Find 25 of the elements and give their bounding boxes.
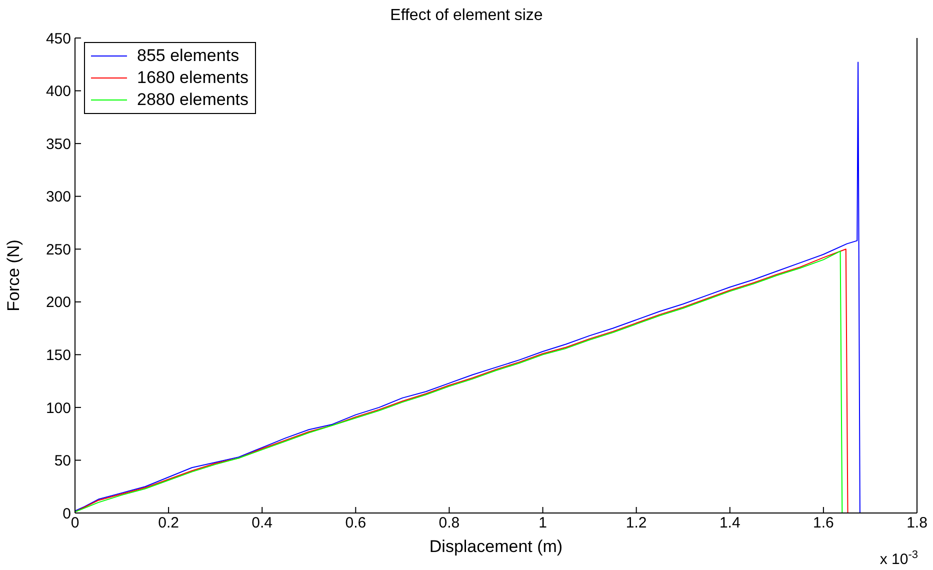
x-tick-label: 1.2	[626, 514, 647, 532]
y-tick-label: 50	[54, 452, 71, 470]
x-tick-label: 1.4	[719, 514, 740, 532]
x-tick-label: 1	[538, 514, 547, 532]
y-tick-label: 450	[46, 30, 71, 48]
x-axis-title: Displacement (m)	[429, 537, 563, 556]
y-tick-label: 200	[46, 294, 71, 312]
legend-label: 1680 elements	[137, 68, 249, 88]
y-tick-label: 250	[46, 241, 71, 258]
legend-label: 855 elements	[137, 46, 240, 66]
x-tick-label: 1.6	[813, 514, 834, 532]
y-tick-label: 400	[46, 83, 71, 100]
x-tick-label: 0.6	[345, 514, 366, 532]
x-tick-label: 0.8	[438, 514, 460, 532]
y-tick-label: 150	[46, 346, 71, 364]
x-tick-label: 0.4	[252, 514, 273, 532]
chart-title: Effect of element size	[390, 7, 543, 24]
text: x 10$^{-3}$	[880, 549, 918, 568]
legend-label: 2880 elements	[137, 90, 249, 110]
y-tick-label: 300	[46, 188, 71, 206]
y-axis-title: Force (N)	[4, 240, 24, 312]
x-tick-label: 0.2	[158, 514, 179, 532]
y-tick-label: 100	[46, 400, 71, 417]
x-tick-label: 1.8	[906, 514, 928, 532]
y-tick-label: 350	[46, 136, 71, 153]
